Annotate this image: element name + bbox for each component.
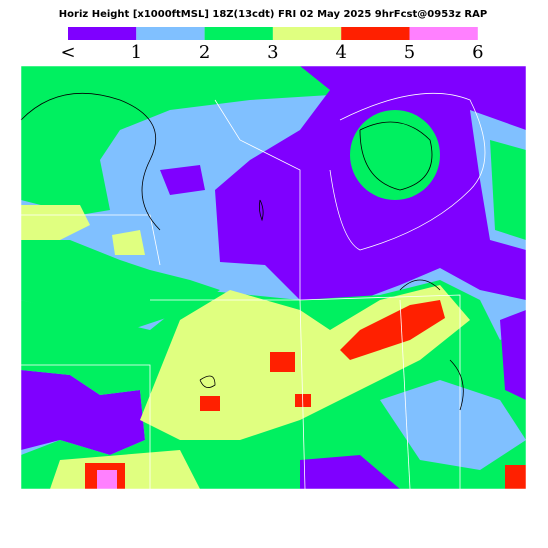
legend-swatch [204,27,273,40]
legend-label: 5 [404,42,415,63]
legend-swatch [136,27,205,40]
legend-label: 6 [472,42,483,63]
legend-label: 1 [131,42,142,63]
map-area [20,65,527,490]
legend-label: 2 [199,42,210,63]
legend-label: 3 [267,42,278,63]
legend-swatch [68,27,137,40]
legend-swatch [409,27,478,40]
legend-swatch [341,27,410,40]
legend-label: < [60,42,75,63]
legend-label: 4 [335,42,346,63]
legend-swatch [272,27,342,40]
title: Horiz Height [x1000ftMSL] 18Z(13cdt) FRI… [59,9,487,20]
